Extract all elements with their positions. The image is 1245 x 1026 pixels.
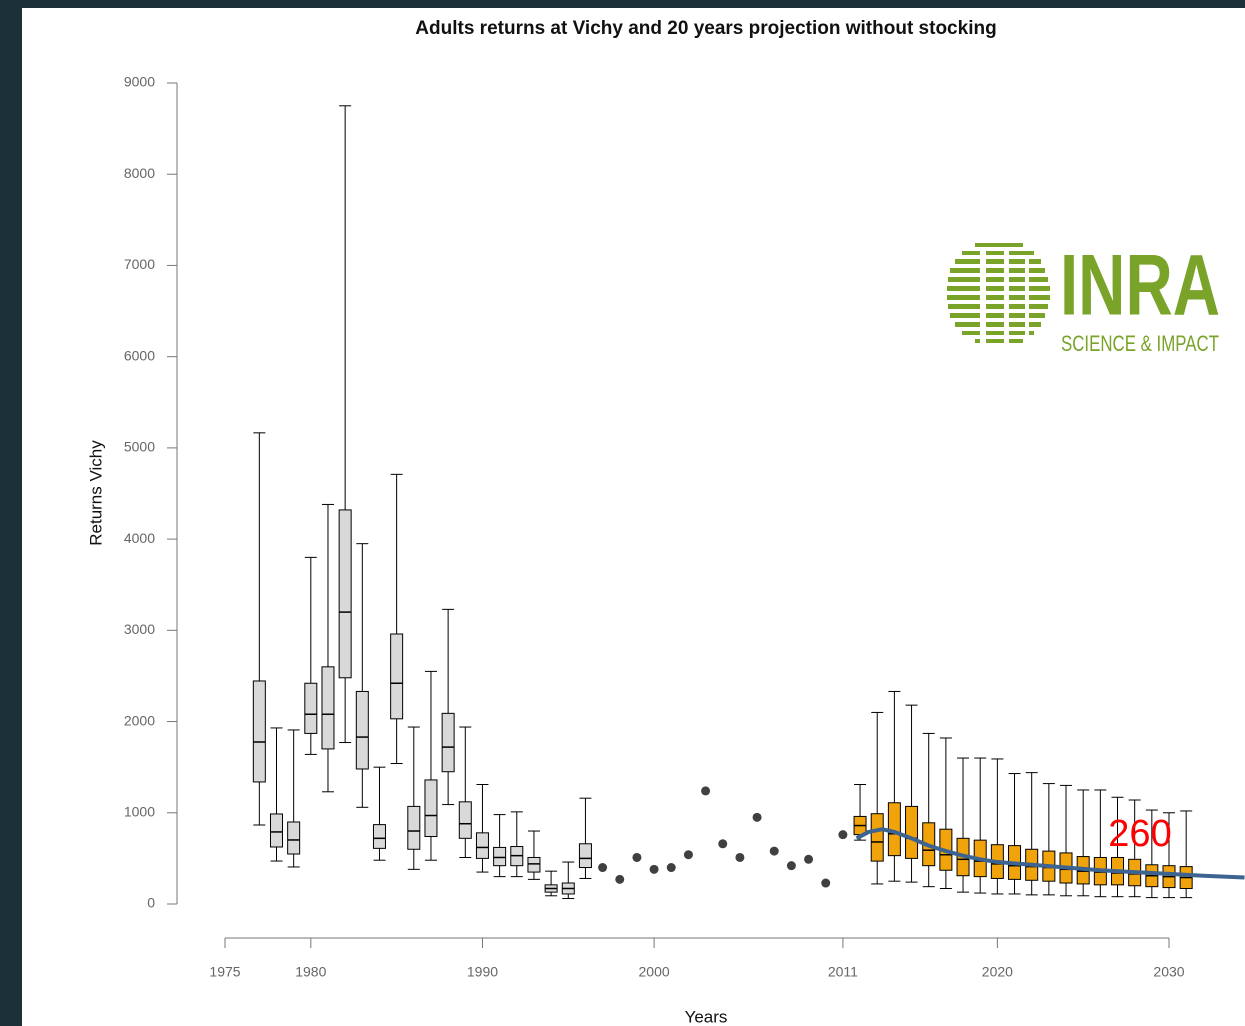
projection-line — [855, 827, 1245, 880]
box — [475, 832, 489, 859]
x-tick-label: 1975 — [209, 964, 240, 980]
point — [718, 839, 728, 849]
y-tick-label: 5000 — [124, 439, 155, 455]
point — [598, 863, 608, 873]
point — [769, 846, 779, 856]
point — [838, 830, 848, 840]
y-tick-label: 6000 — [124, 347, 155, 363]
box — [269, 813, 283, 848]
x-tick-label: 2011 — [828, 964, 858, 980]
x-tick-label: 2020 — [982, 964, 1013, 980]
box — [407, 805, 421, 850]
chart-title: Adults returns at Vichy and 20 years pro… — [415, 18, 996, 39]
point — [821, 878, 831, 888]
point — [786, 861, 796, 871]
box — [372, 824, 386, 849]
y-tick-label: 3000 — [124, 621, 155, 637]
logo — [947, 243, 1050, 345]
x-tick-label: 2000 — [639, 964, 670, 980]
x-tick-label: 1980 — [295, 964, 326, 980]
box — [493, 846, 507, 867]
x-axis-label: Years — [685, 1007, 728, 1026]
point — [649, 864, 659, 874]
x-tick-label: 1990 — [467, 964, 498, 980]
point — [632, 852, 642, 862]
annotation: 260 — [1108, 813, 1171, 855]
logo-tagline: SCIENCE & IMPACT — [1061, 331, 1219, 356]
box — [252, 680, 266, 783]
box — [905, 805, 919, 859]
box — [304, 682, 318, 734]
y-tick-label: 9000 — [124, 74, 155, 90]
y-tick-label: 0 — [147, 895, 155, 911]
logo-stripes — [947, 243, 1050, 343]
box — [578, 843, 592, 869]
y-tick-label: 2000 — [124, 712, 155, 728]
box — [870, 813, 884, 862]
y-axis-label: Returns Vichy — [86, 440, 105, 546]
box — [321, 666, 335, 750]
box — [424, 779, 438, 837]
x-tick-label: 2030 — [1153, 964, 1184, 980]
point — [735, 852, 745, 862]
box — [338, 509, 352, 679]
box — [527, 856, 541, 873]
logo-name: INRA — [1060, 238, 1220, 334]
box — [287, 821, 301, 855]
point — [615, 874, 625, 884]
point — [804, 854, 814, 864]
box — [458, 801, 472, 839]
box — [390, 633, 404, 720]
point — [666, 863, 676, 873]
y-tick-label: 7000 — [124, 256, 155, 272]
y-tick-label: 4000 — [124, 530, 155, 546]
y-tick-label: 8000 — [124, 165, 155, 181]
point — [752, 812, 762, 822]
point — [683, 850, 693, 860]
box — [355, 690, 369, 770]
box — [441, 712, 455, 773]
y-tick-label: 1000 — [124, 803, 155, 819]
point — [701, 786, 711, 796]
